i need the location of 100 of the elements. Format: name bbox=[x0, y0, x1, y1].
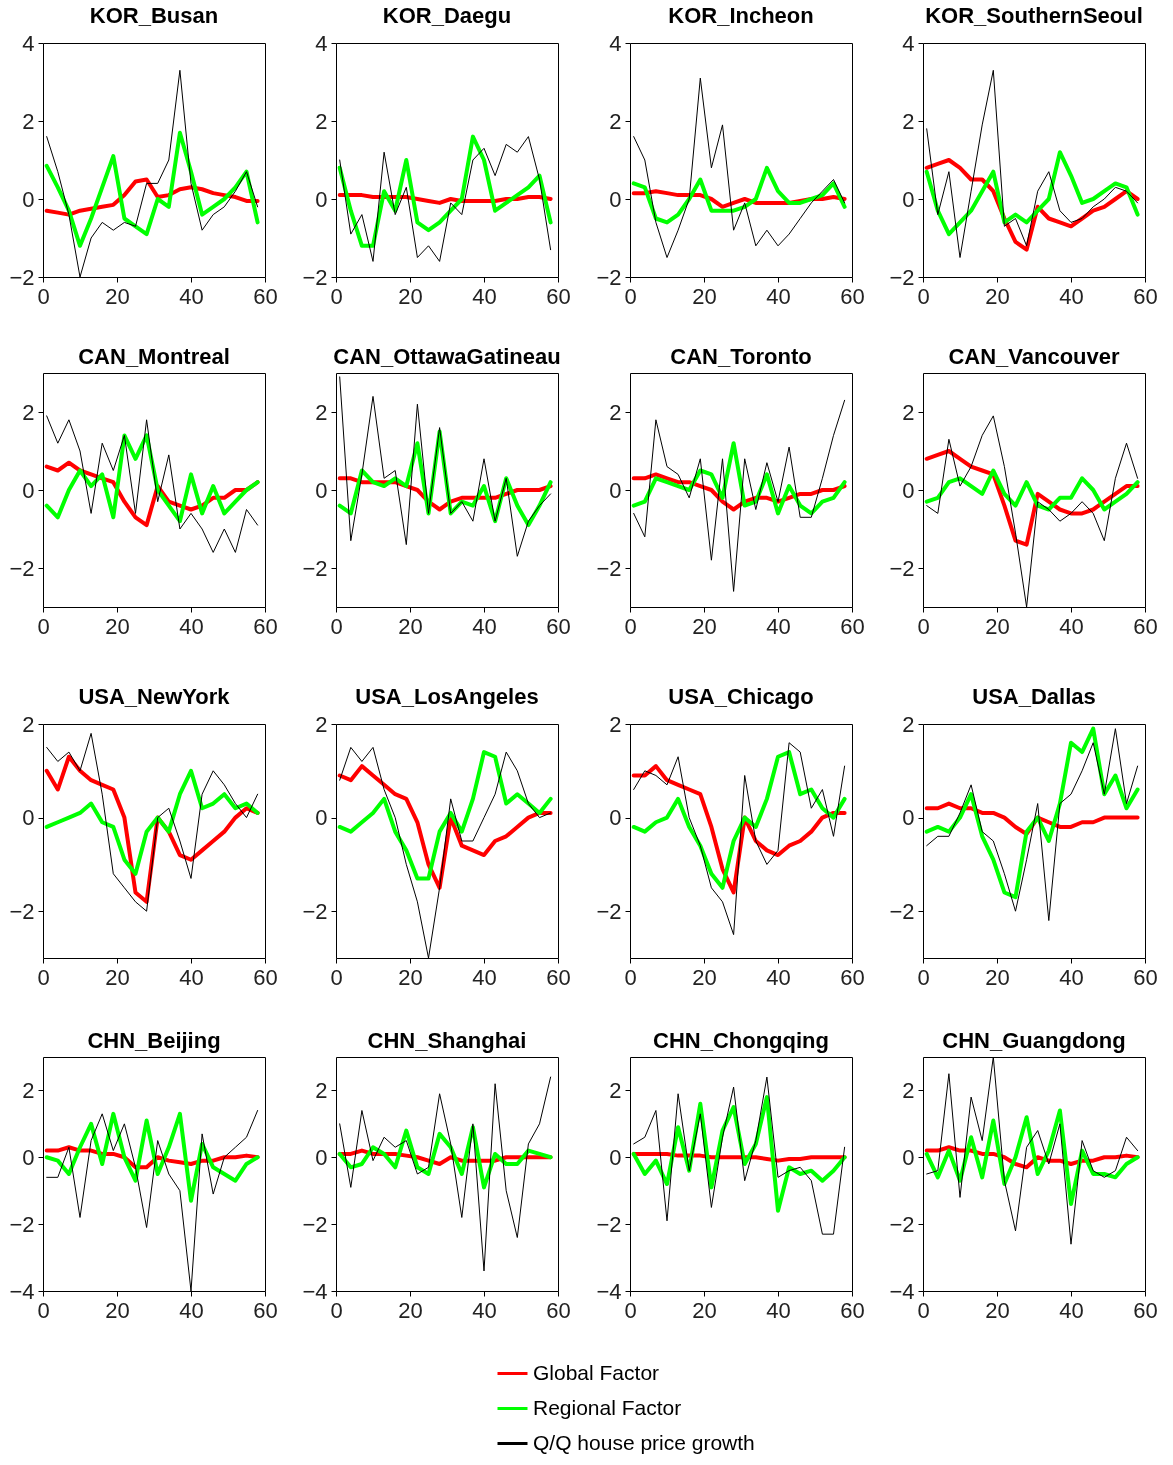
y-tick-label: −4 bbox=[302, 1278, 328, 1304]
chart-title: USA_Dallas bbox=[972, 684, 1096, 709]
y-tick-label: 0 bbox=[902, 186, 915, 212]
y-tick-label: 2 bbox=[609, 399, 622, 425]
x-tick-label: 60 bbox=[840, 964, 865, 990]
x-tick-label: 40 bbox=[766, 613, 791, 639]
y-tick-label: 0 bbox=[609, 805, 622, 831]
x-tick-label: 20 bbox=[985, 613, 1010, 639]
y-tick-label: 0 bbox=[609, 186, 622, 212]
x-tick-label: 20 bbox=[692, 964, 717, 990]
y-tick-label: −2 bbox=[596, 264, 622, 290]
y-tick-label: 2 bbox=[609, 1077, 622, 1103]
x-tick-label: 60 bbox=[1133, 283, 1158, 309]
x-tick-label: 60 bbox=[253, 613, 278, 639]
x-tick-label: 20 bbox=[692, 613, 717, 639]
y-tick-label: 0 bbox=[609, 477, 622, 503]
y-tick-label: −2 bbox=[889, 1211, 915, 1237]
line-series bbox=[633, 742, 846, 936]
y-tick-label: 2 bbox=[902, 711, 915, 737]
y-tick-label: 4 bbox=[22, 30, 35, 56]
line-series bbox=[337, 750, 553, 881]
line-series bbox=[924, 150, 1140, 237]
line-series bbox=[337, 764, 553, 890]
y-tick-label: 2 bbox=[22, 1077, 35, 1103]
x-tick-label: 60 bbox=[1133, 613, 1158, 639]
x-tick-label: 60 bbox=[253, 964, 278, 990]
y-tick-label: −2 bbox=[9, 1211, 35, 1237]
x-tick-label: 60 bbox=[546, 1297, 571, 1323]
x-tick-label: 60 bbox=[546, 613, 571, 639]
line-series bbox=[44, 768, 260, 876]
x-tick-label: 40 bbox=[1059, 1297, 1084, 1323]
line-series bbox=[633, 399, 846, 592]
x-tick-label: 40 bbox=[472, 964, 497, 990]
x-tick-label: 20 bbox=[105, 964, 130, 990]
x-tick-label: 20 bbox=[398, 283, 423, 309]
y-tick-label: 0 bbox=[22, 477, 35, 503]
line-series bbox=[633, 77, 846, 258]
y-tick-label: 0 bbox=[315, 477, 328, 503]
x-tick-label: 40 bbox=[472, 1297, 497, 1323]
x-tick-label: 40 bbox=[1059, 613, 1084, 639]
x-tick-label: 20 bbox=[398, 1297, 423, 1323]
y-tick-label: 0 bbox=[315, 1144, 328, 1170]
x-tick-label: 40 bbox=[766, 1297, 791, 1323]
line-series bbox=[44, 130, 260, 248]
chart-title: CAN_OttawaGatineau bbox=[333, 344, 561, 369]
y-tick-label: 4 bbox=[902, 30, 915, 56]
y-tick-label: −2 bbox=[596, 555, 622, 581]
x-tick-label: 20 bbox=[985, 964, 1010, 990]
y-tick-label: 2 bbox=[22, 108, 35, 134]
x-tick-label: 60 bbox=[840, 1297, 865, 1323]
line-series bbox=[631, 165, 847, 225]
y-tick-label: −2 bbox=[889, 898, 915, 924]
x-tick-label: 20 bbox=[985, 1297, 1010, 1323]
chart-title: CHN_Shanghai bbox=[367, 1028, 527, 1053]
x-tick-label: 40 bbox=[179, 283, 204, 309]
y-tick-label: 0 bbox=[609, 1144, 622, 1170]
chart-title: CAN_Vancouver bbox=[948, 344, 1121, 369]
x-tick-label: 60 bbox=[1133, 1297, 1158, 1323]
y-tick-label: −4 bbox=[9, 1278, 35, 1304]
y-tick-label: 2 bbox=[315, 108, 328, 134]
x-tick-label: 40 bbox=[472, 283, 497, 309]
x-tick-label: 20 bbox=[398, 613, 423, 639]
x-tick-label: 60 bbox=[253, 283, 278, 309]
legend-label: Q/Q house price growth bbox=[533, 1430, 755, 1454]
y-tick-label: −2 bbox=[9, 264, 35, 290]
y-tick-label: 0 bbox=[902, 1144, 915, 1170]
y-tick-label: −2 bbox=[302, 1211, 328, 1237]
x-tick-label: 60 bbox=[840, 613, 865, 639]
y-tick-label: 0 bbox=[22, 186, 35, 212]
y-tick-label: 2 bbox=[22, 711, 35, 737]
line-series bbox=[631, 1095, 847, 1213]
x-tick-label: 20 bbox=[398, 964, 423, 990]
x-tick-label: 20 bbox=[985, 283, 1010, 309]
chart-title: KOR_SouthernSeoul bbox=[925, 3, 1143, 28]
chart-title: USA_LosAngeles bbox=[355, 684, 539, 709]
x-tick-label: 40 bbox=[1059, 283, 1084, 309]
y-tick-label: 2 bbox=[902, 1077, 915, 1103]
y-tick-label: −2 bbox=[596, 1211, 622, 1237]
chart-title: USA_Chicago bbox=[668, 684, 814, 709]
x-tick-label: 60 bbox=[546, 964, 571, 990]
y-tick-label: 2 bbox=[902, 108, 915, 134]
chart-title: CHN_Beijing bbox=[87, 1028, 221, 1053]
line-series bbox=[924, 1108, 1140, 1207]
y-tick-label: 0 bbox=[315, 805, 328, 831]
y-tick-label: −4 bbox=[596, 1278, 622, 1304]
x-tick-label: 40 bbox=[179, 613, 204, 639]
x-tick-label: 40 bbox=[766, 283, 791, 309]
x-tick-label: 20 bbox=[692, 283, 717, 309]
x-tick-label: 40 bbox=[766, 964, 791, 990]
y-tick-label: 2 bbox=[315, 1077, 328, 1103]
x-tick-label: 60 bbox=[1133, 964, 1158, 990]
chart-title: CAN_Toronto bbox=[670, 344, 812, 369]
chart-title: CAN_Montreal bbox=[78, 344, 230, 369]
line-series bbox=[339, 376, 552, 557]
x-tick-label: 40 bbox=[472, 613, 497, 639]
x-tick-label: 20 bbox=[105, 1297, 130, 1323]
chart-title: USA_NewYork bbox=[78, 684, 231, 709]
y-tick-label: −2 bbox=[302, 264, 328, 290]
y-tick-label: 0 bbox=[315, 186, 328, 212]
y-tick-label: 0 bbox=[22, 1144, 35, 1170]
